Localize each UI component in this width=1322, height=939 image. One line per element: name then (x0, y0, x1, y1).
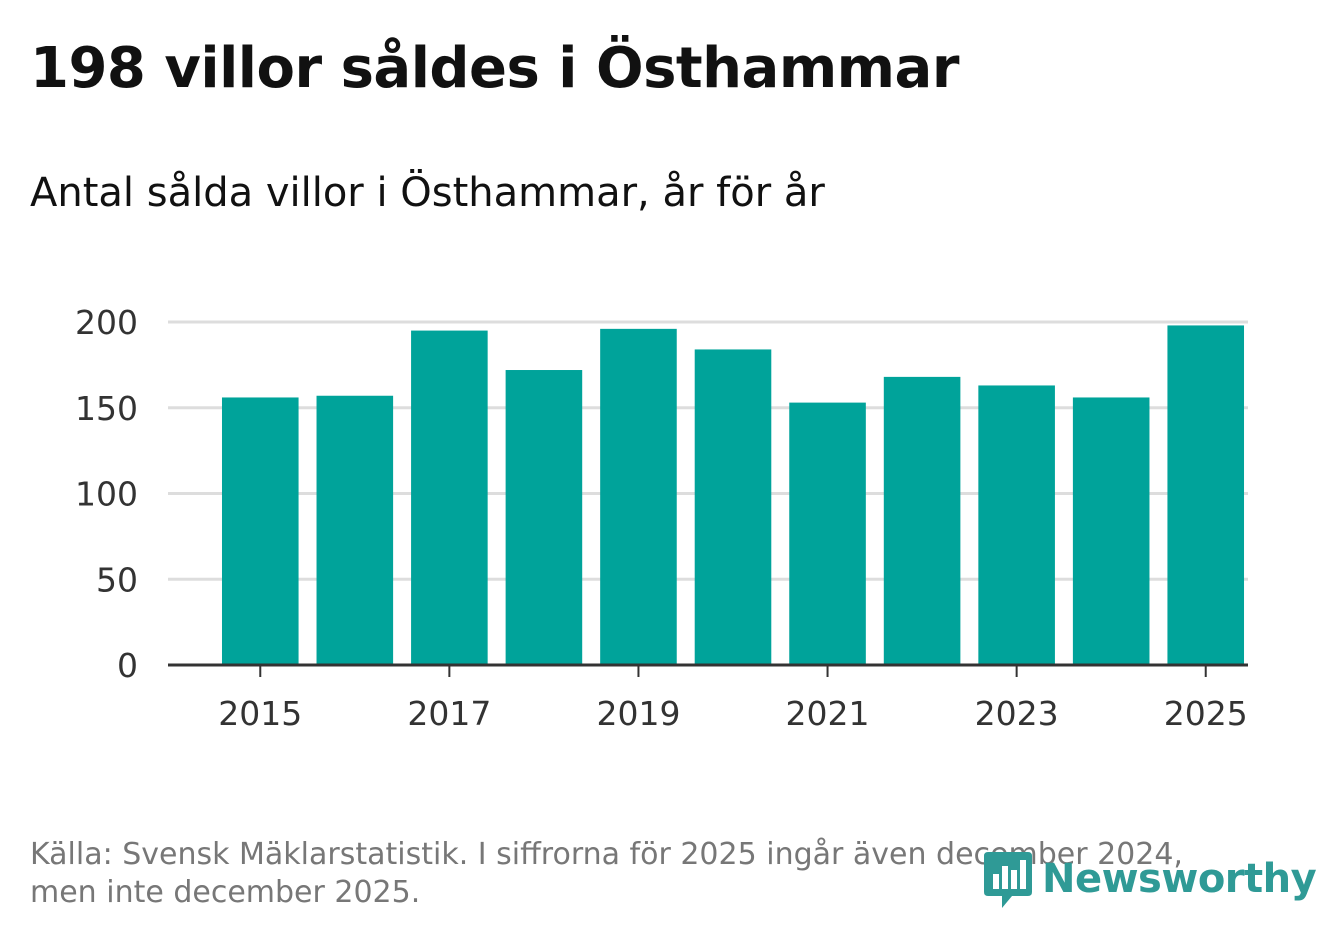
x-tick-label-2019: 2019 (596, 694, 680, 733)
newsworthy-logo: Newsworthy (982, 848, 1317, 910)
bar-2020 (694, 349, 772, 665)
y-tick-label-200: 200 (75, 303, 138, 342)
x-tick-label-2021: 2021 (786, 694, 870, 733)
bar-2023 (978, 385, 1055, 665)
x-tick-label-2023: 2023 (975, 694, 1059, 733)
bar-2016 (316, 395, 394, 665)
bar-2018 (505, 370, 583, 665)
bars (221, 325, 1245, 665)
logo-text: Newsworthy (1042, 856, 1317, 902)
x-tick-label-2015: 2015 (218, 694, 302, 733)
y-tick-label-100: 100 (75, 475, 138, 514)
bar-2017 (411, 330, 488, 665)
bar-2019 (600, 328, 677, 665)
bar-2022 (883, 376, 961, 665)
y-tick-label-150: 150 (75, 389, 138, 428)
chart-title: 198 villor såldes i Östhammar (30, 36, 959, 101)
source-note-line-2: men inte december 2025. (30, 875, 421, 910)
bar-2024 (1072, 397, 1150, 665)
axes: 0 50 100 150 200 2015 2017 2019 2021 2023 2025 (75, 303, 1248, 733)
x-tick-label-2017: 2017 (407, 694, 491, 733)
chart-subtitle: Antal sålda villor i Östhammar, år för å… (30, 170, 825, 216)
bar-chart-speech-bubble-icon (984, 852, 1032, 908)
y-tick-label-50: 50 (96, 560, 138, 599)
bar-2021 (789, 402, 866, 665)
bar-2015 (221, 397, 299, 665)
y-tick-label-0: 0 (117, 646, 138, 685)
x-tick-label-2025: 2025 (1164, 694, 1248, 733)
bar-2025 (1167, 325, 1245, 665)
